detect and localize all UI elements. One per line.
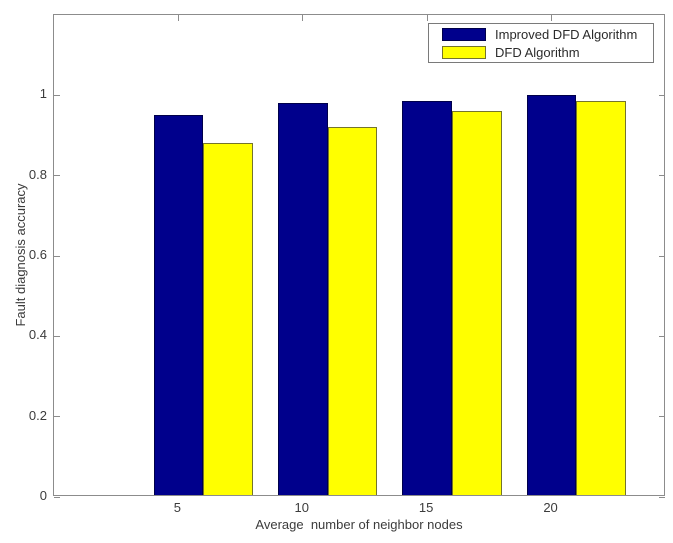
y-tick-label: 0.8 (28, 166, 47, 182)
legend: Improved DFD Algorithm DFD Algorithm (428, 23, 654, 63)
y-tick-label: 0.2 (28, 407, 47, 423)
tick-mark-right (659, 175, 665, 177)
bar-improved-dfd-x20 (526, 95, 577, 495)
bar-dfd-x10 (327, 127, 378, 495)
bar-dfd-x15 (452, 111, 502, 495)
tick-mark-right (659, 335, 665, 337)
tick-mark-left (54, 416, 60, 418)
y-tick-label: 0.4 (28, 327, 47, 343)
tick-mark-left (54, 335, 60, 337)
tick-mark-left (54, 496, 60, 498)
legend-label-improved-dfd: Improved DFD Algorithm (495, 26, 638, 42)
x-tick-label: 5 (173, 500, 181, 515)
y-tick-label: 1 (39, 86, 47, 102)
tick-mark-right (659, 255, 665, 257)
bar-improved-dfd-x10 (277, 103, 328, 495)
tick-mark-right (659, 94, 665, 96)
legend-swatch-improved-dfd-icon (442, 27, 486, 41)
legend-item-improved-dfd: Improved DFD Algorithm (442, 27, 653, 42)
y-tick-label: 0.6 (28, 247, 47, 262)
tick-mark-left (54, 255, 60, 257)
tick-mark-top (426, 15, 428, 21)
x-axis-label: Average number of neighbor nodes (255, 517, 463, 532)
legend-item-dfd: DFD Algorithm (442, 45, 653, 60)
y-tick-label: 0 (39, 488, 47, 503)
tick-mark-left (54, 94, 60, 96)
tick-mark-right (659, 416, 665, 418)
tick-mark-top (551, 15, 553, 21)
legend-swatch-dfd-icon (442, 45, 486, 59)
bar-improved-dfd-x15 (402, 101, 453, 495)
bar-dfd-x5 (203, 143, 254, 495)
tick-mark-right (659, 496, 665, 498)
plot-area (53, 14, 665, 498)
x-tick-label: 10 (294, 500, 309, 515)
bar-improved-dfd-x5 (153, 115, 204, 495)
x-tick-label: 20 (543, 500, 558, 515)
tick-mark-left (54, 175, 60, 177)
legend-label-dfd: DFD Algorithm (495, 44, 580, 60)
tick-mark-top (177, 15, 179, 21)
tick-mark-top (302, 15, 304, 21)
x-tick-label: 15 (418, 500, 434, 515)
bar-dfd-x20 (576, 101, 627, 495)
